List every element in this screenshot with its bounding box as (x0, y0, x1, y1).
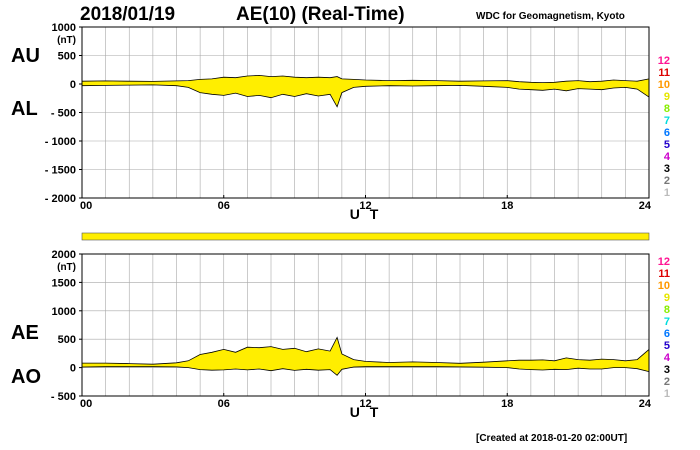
y-tick-label: 1000 (52, 22, 76, 34)
y-tick-label: 1500 (52, 277, 76, 289)
coverage-panel (81, 232, 650, 241)
data-source: WDC for Geomagnetism, Kyoto (476, 11, 625, 22)
station-legend-item: 12 (658, 256, 670, 268)
station-legend-item: 10 (658, 280, 670, 292)
y-tick-label: 0 (70, 363, 76, 375)
x-tick-label: 24 (639, 200, 652, 212)
series-line-au (81, 74, 650, 84)
series-line-ao (81, 366, 650, 376)
station-legend-item: 2 (664, 175, 670, 187)
y-tick-label: 2000 (52, 249, 76, 261)
x-tick-label: 18 (501, 398, 513, 410)
station-legend-item: 3 (664, 364, 670, 376)
station-legend-item: 10 (658, 79, 670, 91)
index-label-ae: AE (11, 322, 39, 344)
chart-date: 2018/01/19 (80, 4, 176, 25)
chart-title: AE(10) (Real-Time) (236, 4, 405, 25)
station-legend-item: 9 (664, 91, 670, 103)
y-tick-label: 500 (58, 51, 76, 63)
x-tick-label: 18 (501, 200, 513, 212)
station-legend-item: 7 (664, 316, 670, 328)
station-legend-item: 4 (664, 151, 671, 163)
data-coverage-bar (81, 232, 650, 241)
station-legend-item: 12 (658, 55, 670, 67)
x-tick-label: 00 (80, 398, 92, 410)
station-legend-item: 8 (664, 103, 670, 115)
station-legend-item: 2 (664, 376, 670, 388)
x-tick-label: 00 (80, 200, 92, 212)
index-label-al: AL (11, 98, 38, 120)
x-tick-label: 12 (359, 398, 371, 410)
x-tick-label: 24 (639, 398, 652, 410)
station-legend-item: 7 (664, 115, 670, 127)
ae-ao-panel: 2000 1500 1000 500 0 - 500 (nT) 00 06 12 18 24 U T AE… (11, 249, 652, 420)
x-axis-label: U T (350, 404, 382, 420)
index-label-ao: AO (11, 366, 41, 388)
y-unit-label: (nT) (57, 35, 76, 46)
station-legend-item: 11 (658, 268, 670, 280)
au-al-panel: 1000 500 0 - 500 - 1000 - 1500 - 2000 (nT) 00 06 1… (11, 22, 652, 222)
station-legend-item: 5 (664, 340, 670, 352)
series-line-ae (82, 336, 650, 365)
y-tick-label: - 500 (51, 391, 76, 403)
station-legend-item: 3 (664, 163, 670, 175)
station-legend-item: 9 (664, 292, 670, 304)
y-unit-label: (nT) (57, 262, 76, 273)
y-tick-label: - 2000 (45, 193, 76, 205)
y-tick-label: 1000 (52, 306, 76, 318)
y-tick-label: 500 (58, 334, 76, 346)
y-tick-label: 0 (70, 79, 76, 91)
station-legend-item: 8 (664, 304, 670, 316)
band-fill (82, 337, 649, 376)
x-tick-label: 06 (218, 398, 230, 410)
x-tick-label: 06 (218, 200, 230, 212)
index-label-au: AU (11, 45, 40, 67)
y-tick-label: - 1000 (45, 136, 76, 148)
x-axis-label: U T (350, 206, 382, 222)
station-legend-item: 6 (664, 328, 670, 340)
station-legend-item: 1 (664, 388, 670, 400)
station-legend-item: 5 (664, 139, 670, 151)
y-tick-label: - 500 (51, 108, 76, 120)
band-fill (82, 75, 649, 107)
created-timestamp: [Created at 2018-01-20 02:00UT] (476, 433, 628, 444)
series-line-al (81, 84, 650, 108)
station-legend-item: 6 (664, 127, 670, 139)
station-legend-item: 1 (664, 187, 670, 199)
y-tick-label: - 1500 (45, 165, 76, 177)
station-legend-item: 4 (664, 352, 671, 364)
station-legend-item: 11 (658, 67, 670, 79)
x-tick-label: 12 (359, 200, 371, 212)
